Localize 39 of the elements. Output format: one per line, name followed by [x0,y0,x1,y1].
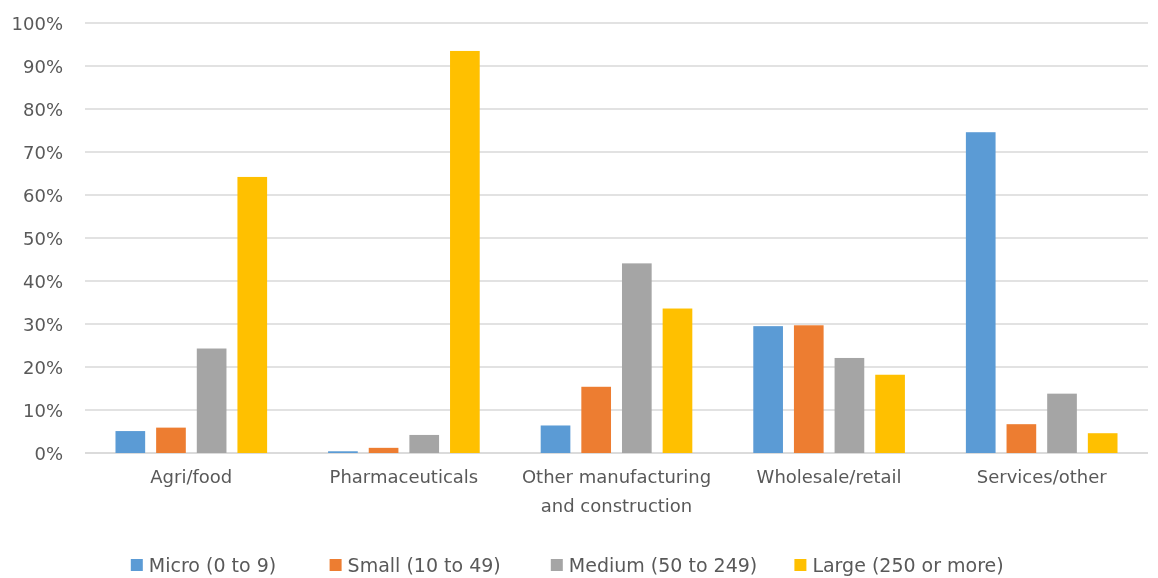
y-tick-label: 80% [22,98,63,120]
bar [237,176,268,453]
bar [793,325,824,453]
bar [965,132,996,453]
bar [409,434,440,453]
bar [1006,424,1037,453]
bar [156,427,186,453]
bar [540,425,571,453]
x-tick-label: Other manufacturing and construction [521,466,712,516]
y-tick-label: 10% [22,399,63,421]
legend-label: Micro (0 to 9) [148,554,277,576]
x-tick-label: Pharmaceuticals [329,466,479,487]
y-tick-label: 0% [34,442,63,464]
bar [1087,433,1118,453]
legend-label: Small (10 to 49) [347,554,501,576]
y-tick-label: 70% [22,141,63,163]
y-tick-label: 40% [22,270,63,292]
bar [1047,393,1077,453]
bar [581,386,612,453]
legend-label: Medium (50 to 249) [568,554,758,576]
bar [115,431,146,453]
bar [621,263,652,453]
y-tick-label: 20% [22,356,63,378]
y-tick-label: 50% [22,227,63,249]
y-tick-label: 60% [22,184,63,206]
y-tick-label: 30% [22,313,63,335]
x-tick-label: Services/other [976,466,1108,487]
legend-label: Large (250 or more) [812,554,1004,576]
bar [834,357,865,453]
bar [753,326,783,453]
bar [196,348,227,453]
bar [368,447,399,453]
bar [662,308,693,453]
x-tick-label: Wholesale/retail [756,466,902,487]
x-tick-label: Agri/food [150,466,233,487]
bar [450,50,480,453]
y-tick-label: 100% [11,12,63,34]
y-tick-label: 90% [22,55,63,77]
bar [875,374,905,453]
